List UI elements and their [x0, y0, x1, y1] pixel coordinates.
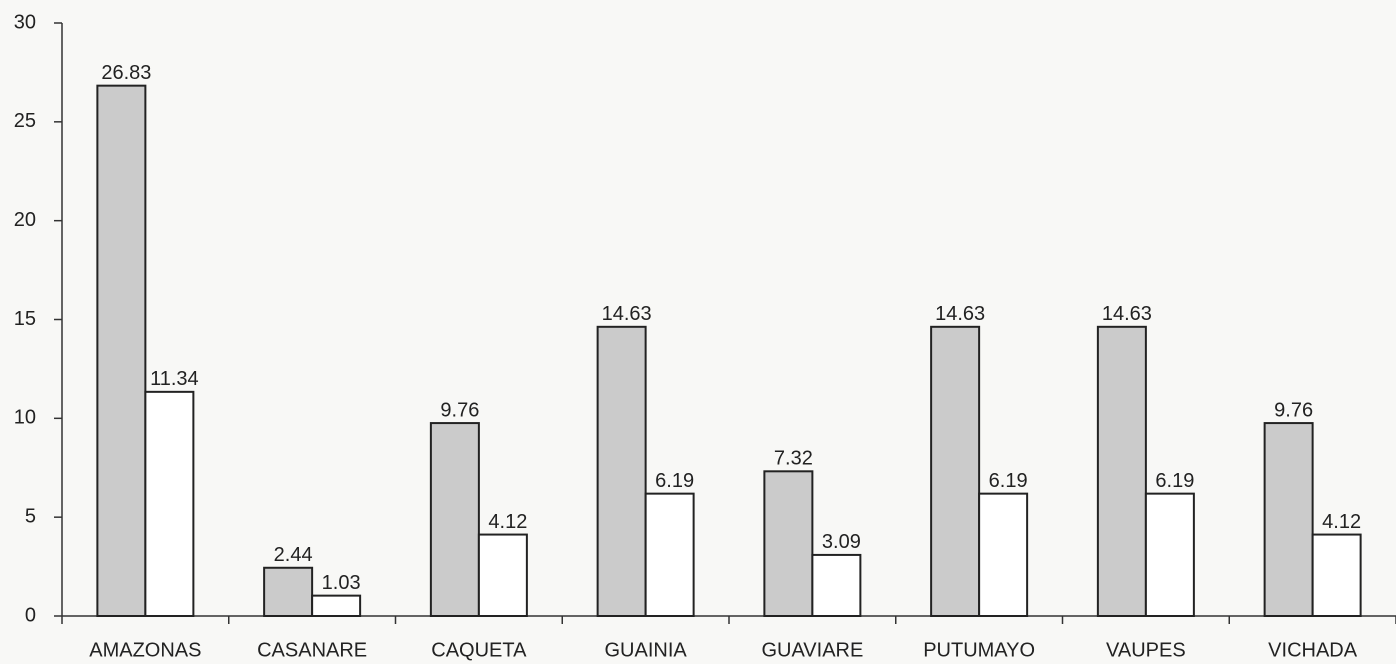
bar: [429, 422, 480, 617]
y-tick-label: 25: [14, 110, 36, 132]
x-tick-label: AMAZONAS: [89, 639, 201, 661]
bar: [477, 533, 528, 618]
bar: [1263, 422, 1314, 617]
x-tick-label: GUAINIA: [605, 639, 688, 661]
x-tick-label: CAQUETA: [431, 639, 527, 661]
bar: [1144, 492, 1195, 618]
y-tick-label: 10: [14, 407, 36, 429]
data-label: 3.09: [822, 531, 861, 553]
data-label: 7.32: [774, 448, 813, 470]
data-label: 9.76: [440, 399, 479, 421]
x-tick-label: VAUPES: [1106, 639, 1186, 661]
bar: [1311, 533, 1362, 618]
x-tick-label: GUAVIARE: [761, 639, 863, 661]
y-tick-label: 0: [25, 604, 36, 626]
bar: [811, 553, 862, 618]
data-label: 9.76: [1274, 399, 1313, 421]
y-tick-label: 30: [14, 11, 36, 33]
bar: [930, 325, 981, 617]
bar: [763, 470, 814, 618]
bar: [311, 594, 362, 617]
data-label: 11.34: [150, 368, 199, 390]
bar: [96, 84, 147, 617]
y-tick-label: 15: [14, 308, 36, 330]
data-label: 1.03: [322, 572, 361, 594]
x-tick-label: VICHADA: [1268, 639, 1358, 661]
data-label: 14.63: [935, 303, 985, 325]
bar: [1096, 325, 1147, 617]
bar: [263, 566, 314, 618]
data-label: 6.19: [989, 470, 1028, 492]
data-label: 14.63: [602, 303, 652, 325]
data-label: 14.63: [1102, 303, 1152, 325]
data-label: 26.83: [101, 62, 151, 84]
data-label: 6.19: [1155, 470, 1194, 492]
x-tick-label: CASANARE: [257, 639, 367, 661]
y-tick-label: 5: [25, 505, 36, 527]
bar: [144, 390, 195, 618]
data-label: 4.12: [488, 511, 527, 533]
x-tick-label: PUTUMAYO: [923, 639, 1035, 661]
bar: [978, 492, 1029, 618]
data-label: 2.44: [274, 544, 313, 566]
data-label: 4.12: [1322, 511, 1361, 533]
bar: [644, 492, 695, 618]
y-tick-label: 20: [14, 209, 36, 231]
bar: [596, 325, 647, 617]
data-label: 6.19: [655, 470, 694, 492]
